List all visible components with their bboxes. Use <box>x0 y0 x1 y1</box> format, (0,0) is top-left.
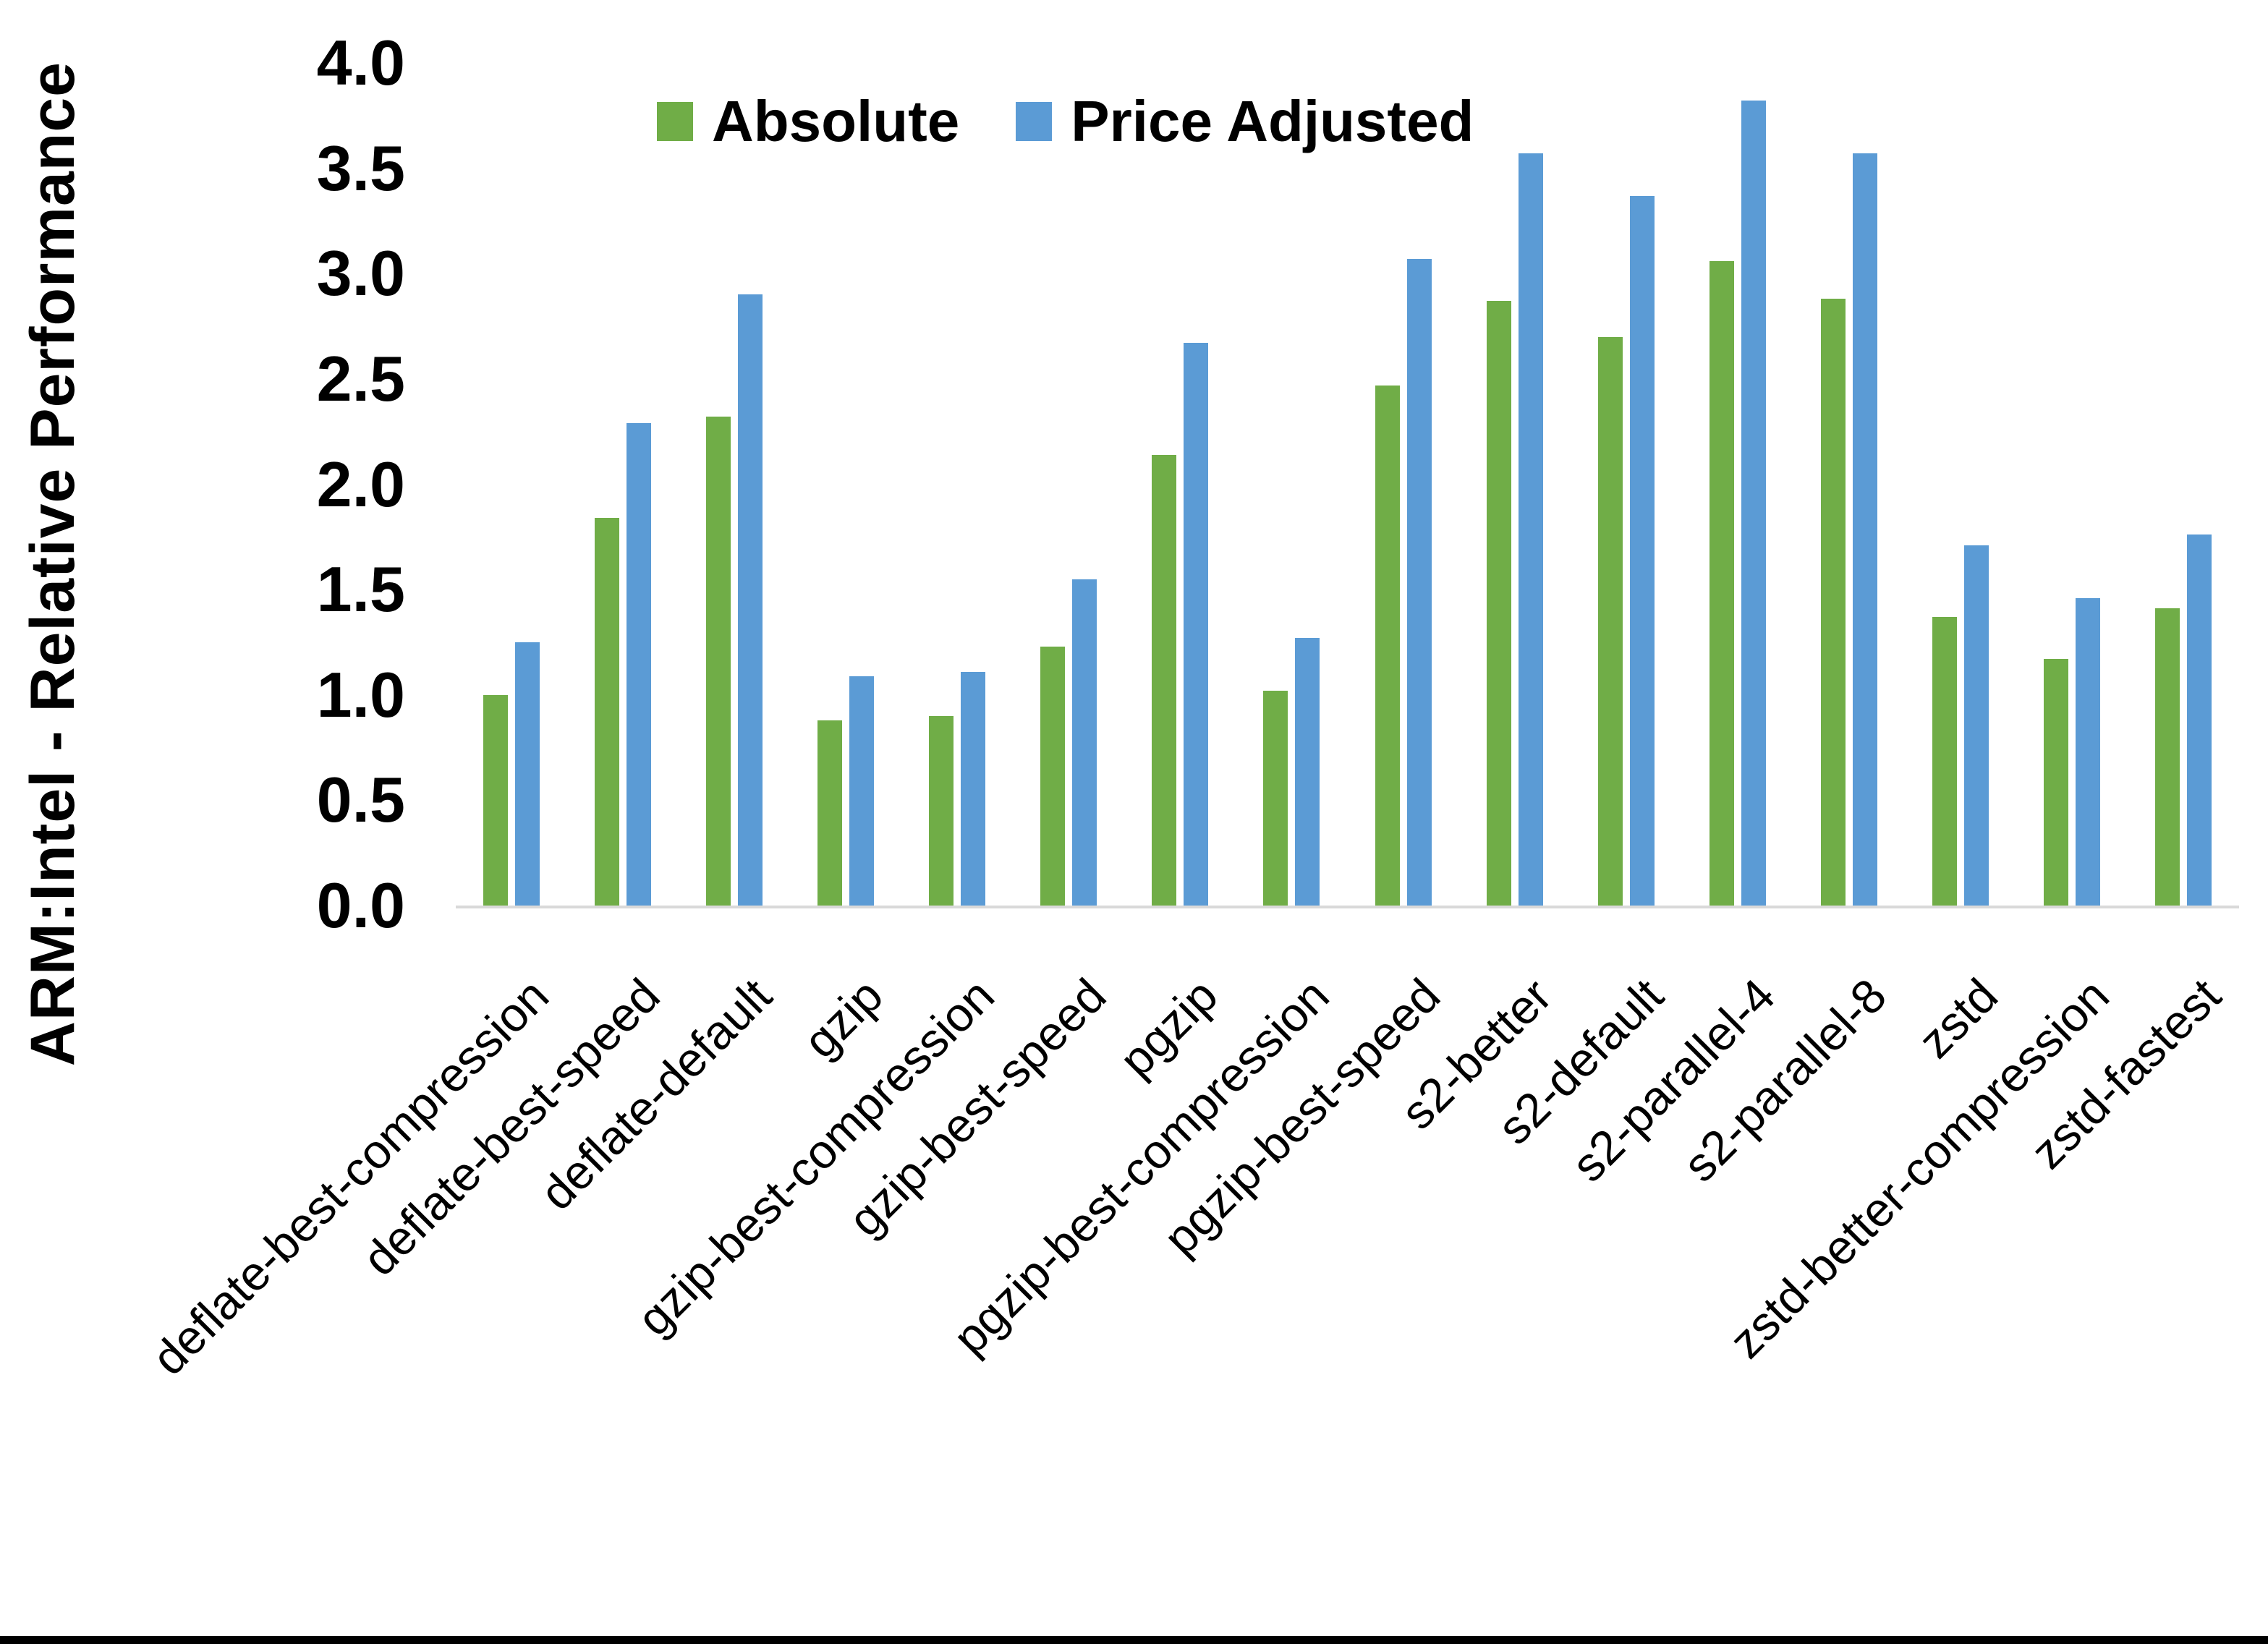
price-adjusted-legend-swatch <box>1016 102 1053 141</box>
bar-absolute-gzip <box>817 720 843 906</box>
bar-price-adjusted-deflate-default <box>738 294 763 906</box>
plot-area <box>456 63 2239 908</box>
bar-group-gzip-best-speed <box>1013 63 1124 906</box>
bar-group-s2-better <box>1459 63 1571 906</box>
bar-absolute-s2-better <box>1486 301 1511 906</box>
bar-absolute-pgzip-best-compression <box>1263 690 1288 906</box>
bar-price-adjusted-deflate-best-compression <box>515 642 540 906</box>
bar-price-adjusted-zstd-better-compression <box>2075 597 2100 906</box>
bar-group-gzip-best-compression <box>901 63 1013 906</box>
legend-item-absolute: Absolute <box>657 93 959 150</box>
y-tick-label: 3.5 <box>316 132 405 204</box>
legend: Absolute Price Adjusted <box>657 93 1474 150</box>
bar-group-s2-parallel-4 <box>1682 63 1793 906</box>
bottom-border <box>0 1636 2268 1644</box>
bar-absolute-gzip-best-speed <box>1040 646 1066 906</box>
y-tick-label: 1.5 <box>316 553 405 626</box>
y-tick-label: 4.0 <box>316 27 405 98</box>
bar-price-adjusted-s2-default <box>1629 195 1655 906</box>
bar-absolute-zstd-fastest <box>2154 608 2180 906</box>
bar-absolute-s2-parallel-8 <box>1820 299 1846 906</box>
bar-absolute-pgzip-best-speed <box>1375 385 1400 906</box>
bar-group-pgzip-best-compression <box>1236 63 1347 906</box>
bar-group-zstd <box>1905 63 2016 906</box>
bar-price-adjusted-pgzip <box>1184 343 1209 906</box>
bar-absolute-gzip-best-compression <box>929 715 954 906</box>
bar-group-zstd-fastest <box>2128 63 2239 906</box>
bar-group-s2-default <box>1571 63 1682 906</box>
y-tick-label: 0.0 <box>316 869 405 941</box>
absolute-legend-label: Absolute <box>712 89 960 153</box>
bar-absolute-deflate-default <box>706 417 731 906</box>
bar-group-deflate-best-compression <box>456 63 567 906</box>
bar-absolute-zstd <box>1932 617 1957 906</box>
bar-price-adjusted-pgzip-best-compression <box>1295 638 1320 906</box>
y-tick-label: 2.0 <box>316 448 405 520</box>
bar-price-adjusted-s2-better <box>1518 153 1543 906</box>
y-tick-label: 2.5 <box>316 342 405 414</box>
absolute-legend-swatch <box>657 102 693 141</box>
bar-price-adjusted-zstd <box>1963 545 1989 906</box>
bar-price-adjusted-deflate-best-speed <box>627 423 652 906</box>
bar-price-adjusted-zstd-fastest <box>2186 534 2212 906</box>
bar-group-s2-parallel-8 <box>1793 63 1905 906</box>
x-axis-label-gzip: gzip <box>793 968 893 1068</box>
y-tick-label: 3.0 <box>316 237 405 310</box>
bar-price-adjusted-s2-parallel-4 <box>1741 101 1766 906</box>
bar-price-adjusted-gzip-best-speed <box>1072 579 1097 906</box>
x-axis-label-zstd: zstd <box>1907 968 2008 1068</box>
bar-price-adjusted-s2-parallel-8 <box>1852 153 1877 906</box>
bar-group-deflate-best-speed <box>567 63 679 906</box>
y-tick-label: 1.0 <box>316 658 405 731</box>
bar-group-gzip <box>790 63 901 906</box>
bar-price-adjusted-gzip-best-compression <box>961 671 986 906</box>
bar-price-adjusted-pgzip-best-speed <box>1406 258 1432 906</box>
legend-item-price-adjusted: Price Adjusted <box>1016 93 1474 150</box>
price-adjusted-legend-label: Price Adjusted <box>1071 89 1474 153</box>
bar-absolute-deflate-best-speed <box>595 518 620 906</box>
bar-absolute-s2-parallel-4 <box>1709 260 1734 906</box>
bar-group-deflate-default <box>679 63 790 906</box>
bar-group-pgzip <box>1124 63 1236 906</box>
y-tick-label: 0.5 <box>316 764 405 836</box>
bar-group-zstd-better-compression <box>2016 63 2128 906</box>
bar-absolute-deflate-best-compression <box>483 694 509 906</box>
bar-price-adjusted-gzip <box>849 676 875 906</box>
bar-absolute-zstd-better-compression <box>2043 659 2068 906</box>
bar-absolute-s2-default <box>1597 336 1623 906</box>
bar-absolute-pgzip <box>1152 454 1177 906</box>
bar-group-pgzip-best-speed <box>1348 63 1459 906</box>
